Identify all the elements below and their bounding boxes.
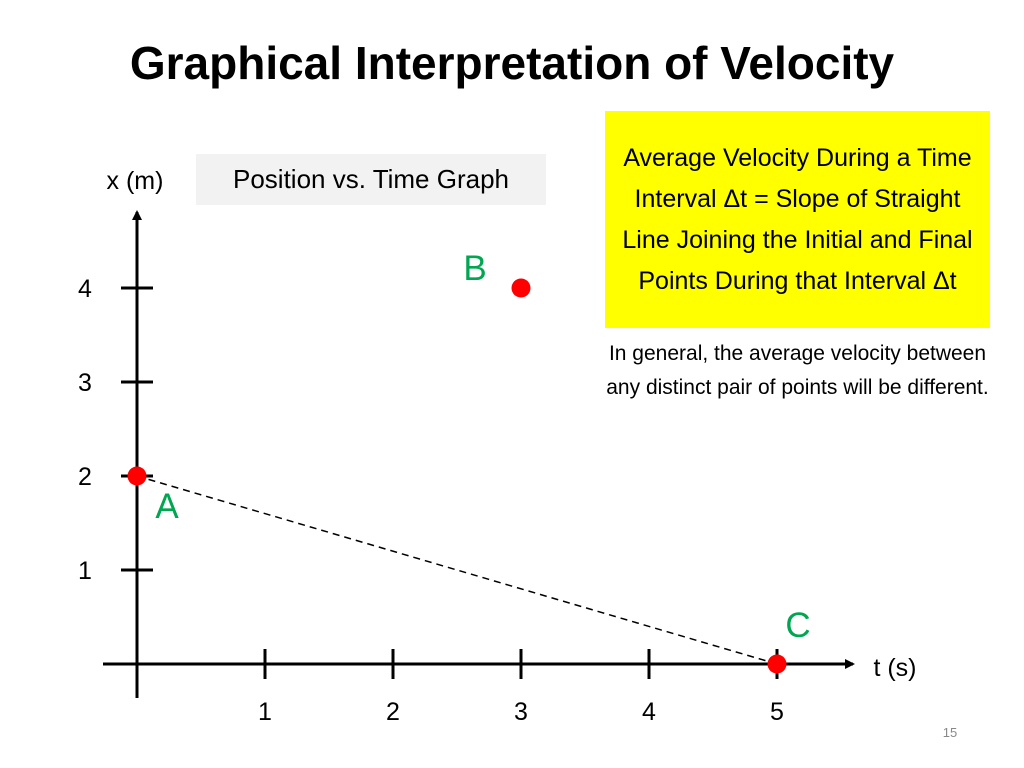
dashed-line-A-C bbox=[136, 475, 778, 665]
data-point-A bbox=[127, 466, 147, 486]
x-tick-label-2: 2 bbox=[386, 698, 400, 726]
y-tick-label-1: 1 bbox=[78, 557, 92, 585]
x-tick-label-5: 5 bbox=[770, 698, 784, 726]
x-axis-label: t (s) bbox=[873, 654, 916, 682]
y-tick-label-4: 4 bbox=[78, 275, 92, 303]
data-point-B bbox=[511, 278, 531, 298]
slide-title: Graphical Interpretation of Velocity bbox=[129, 37, 895, 89]
point-label-B: B bbox=[463, 249, 486, 288]
y-tick-label-3: 3 bbox=[78, 369, 92, 397]
point-label-C: C bbox=[785, 606, 810, 645]
page-number: 15 bbox=[942, 725, 958, 740]
x-tick-label-4: 4 bbox=[642, 698, 656, 726]
point-label-A: A bbox=[155, 487, 179, 526]
graph-title-label: Position vs. Time Graph bbox=[196, 154, 546, 205]
definition-box: Average Velocity During a Time Interval … bbox=[605, 111, 990, 328]
note-text: In general, the average velocity between… bbox=[606, 342, 989, 399]
y-tick-label-2: 2 bbox=[78, 463, 92, 491]
x-tick-label-1: 1 bbox=[258, 698, 272, 726]
y-axis-label: x (m) bbox=[107, 167, 164, 195]
data-point-C bbox=[767, 654, 787, 674]
definition-text: Average Velocity During a Time Interval … bbox=[622, 143, 973, 295]
x-tick-label-3: 3 bbox=[514, 698, 528, 726]
